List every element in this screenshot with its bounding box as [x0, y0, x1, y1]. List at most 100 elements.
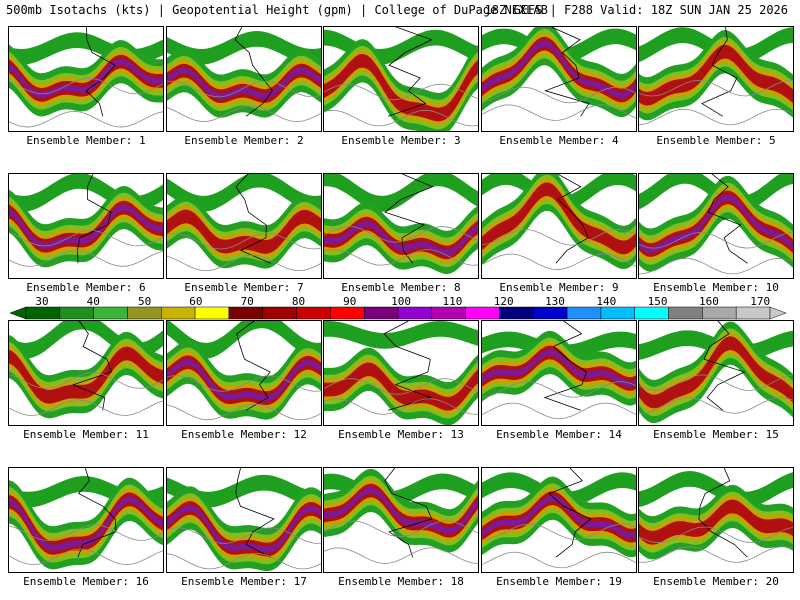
jet-band [482, 472, 636, 508]
height-contour [482, 86, 636, 104]
height-contour [639, 79, 793, 97]
height-contour [324, 378, 478, 395]
height-contour [324, 520, 478, 537]
ensemble-member-label: Ensemble Member: 12 [181, 428, 307, 441]
coastline [387, 27, 433, 117]
ensemble-panel-9 [481, 173, 637, 279]
ensemble-member-label: Ensemble Member: 9 [499, 281, 619, 294]
coastline [234, 27, 273, 117]
ensemble-panel-8 [323, 173, 479, 279]
height-contour [482, 381, 636, 398]
height-contour [482, 104, 636, 121]
height-contour [482, 402, 636, 420]
colorbar [10, 306, 786, 320]
height-contour [167, 80, 321, 98]
colorbar-tick-label: 60 [189, 295, 203, 308]
title-right: 18Z GEFS | F288 Valid: 18Z SUN JAN 25 20… [484, 3, 788, 17]
colorbar-tick-label: 150 [647, 295, 668, 308]
coastline [85, 27, 116, 117]
ensemble-panel-7 [166, 173, 322, 279]
ensemble-member-label: Ensemble Member: 3 [341, 134, 461, 147]
coastline [235, 468, 275, 558]
height-contour [639, 232, 793, 249]
colorbar-swatch [228, 306, 263, 320]
ensemble-member-label: Ensemble Member: 11 [23, 428, 149, 441]
colorbar-arrow-right [769, 306, 786, 320]
colorbar-swatch [499, 306, 534, 320]
colorbar-tick-label: 140 [596, 295, 617, 308]
height-contour [639, 257, 793, 275]
colorbar-swatch [397, 306, 433, 320]
colorbar-swatch [161, 306, 196, 320]
jet-band [639, 194, 793, 254]
height-contour [482, 253, 636, 270]
coastline [384, 468, 433, 558]
colorbar-tick-label: 50 [137, 295, 152, 308]
height-contour [167, 254, 321, 272]
height-contour [639, 546, 793, 563]
colorbar-swatch [194, 306, 230, 320]
ensemble-panel-1 [8, 26, 164, 132]
colorbar-swatch [363, 306, 399, 320]
ensemble-member-label: Ensemble Member: 4 [499, 134, 619, 147]
coastline [707, 174, 748, 264]
height-contour [639, 108, 793, 126]
coastline [544, 27, 590, 117]
jet-band [324, 321, 478, 349]
jet-band [482, 28, 636, 65]
coastline [703, 321, 746, 411]
ensemble-member-label: Ensemble Member: 1 [26, 134, 146, 147]
jet-band [324, 49, 478, 126]
jet-band [9, 58, 163, 98]
jet-band [167, 504, 321, 553]
colorbar-swatch [533, 306, 568, 320]
jet-band [167, 351, 321, 409]
ensemble-panel-15 [638, 320, 794, 426]
coastline [77, 174, 112, 264]
ensemble-panel-10 [638, 173, 794, 279]
colorbar-swatch [296, 306, 331, 320]
ensemble-panel-6 [8, 173, 164, 279]
height-contour [9, 524, 163, 541]
jet-band [324, 174, 478, 212]
colorbar-tick-label: 40 [86, 295, 100, 308]
colorbar-swatch [465, 306, 500, 320]
colorbar-swatch [566, 306, 602, 320]
coastline [72, 321, 112, 411]
height-contour [167, 105, 321, 122]
colorbar-swatch [330, 306, 365, 320]
height-contour [9, 110, 163, 128]
jet-band [167, 355, 321, 405]
jet-band [167, 201, 321, 262]
colorbar-swatch [735, 306, 771, 320]
colorbar-tick-label: 100 [391, 295, 412, 308]
coastline [384, 174, 434, 264]
jet-band [9, 54, 163, 102]
height-contour [167, 552, 321, 570]
ensemble-member-label: Ensemble Member: 16 [23, 575, 149, 588]
colorbar-tick-label: 130 [545, 295, 565, 308]
jet-band [167, 174, 321, 212]
jet-band [482, 491, 636, 543]
ensemble-panel-17 [166, 467, 322, 573]
height-contour [167, 375, 321, 392]
colorbar-swatch [93, 306, 128, 320]
ensemble-member-label: Ensemble Member: 5 [656, 134, 776, 147]
height-contour [324, 83, 478, 101]
jet-band [9, 200, 163, 253]
colorbar-swatch [431, 306, 466, 320]
jet-band [9, 346, 163, 404]
jet-band [324, 483, 478, 538]
height-contour [9, 77, 163, 95]
jet-band [324, 220, 478, 256]
ensemble-panel-12 [166, 320, 322, 426]
ensemble-panel-3 [323, 26, 479, 132]
ensemble-member-label: Ensemble Member: 13 [338, 428, 464, 441]
jet-band [167, 209, 321, 254]
jet-band [9, 204, 163, 249]
ensemble-member-label: Ensemble Member: 14 [496, 428, 622, 441]
height-contour [639, 374, 793, 391]
jet-band [482, 40, 636, 99]
ensemble-panel-14 [481, 320, 637, 426]
ensemble-member-label: Ensemble Member: 7 [184, 281, 304, 294]
